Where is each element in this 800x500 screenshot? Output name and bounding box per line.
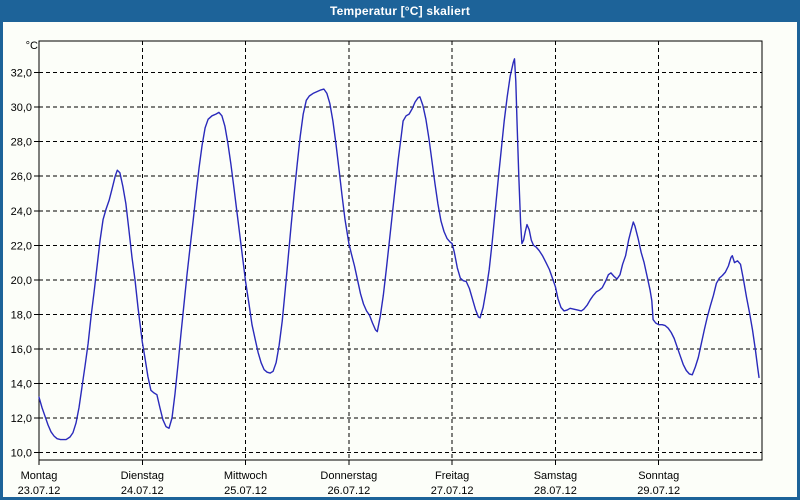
y-tick-label: 26,0	[11, 171, 32, 183]
x-date-label: 29.07.12	[637, 485, 680, 497]
x-day-label: Donnerstag	[320, 470, 377, 482]
y-tick-label: 10,0	[11, 448, 32, 460]
x-day-label: Dienstag	[121, 470, 164, 482]
x-day-label: Sonntag	[638, 470, 679, 482]
y-tick-label: 30,0	[11, 102, 32, 114]
x-date-label: 26.07.12	[327, 485, 370, 497]
x-day-label: Freitag	[435, 470, 469, 482]
x-date-label: 23.07.12	[18, 485, 61, 497]
y-tick-label: 16,0	[11, 344, 32, 356]
window-title: Temperatur [°C] skaliert	[0, 0, 800, 22]
y-tick-label: 32,0	[11, 68, 32, 80]
temperature-curve	[38, 58, 760, 441]
plot-frame	[38, 40, 763, 461]
y-tick-label: 28,0	[11, 137, 32, 149]
y-tick-label: 14,0	[11, 378, 32, 390]
y-axis-unit-label: °C	[25, 40, 38, 52]
y-tick-label: 20,0	[11, 275, 32, 287]
x-date-label: 25.07.12	[224, 485, 267, 497]
y-tick-label: 22,0	[11, 240, 32, 252]
y-tick-label: 12,0	[11, 413, 32, 425]
x-date-label: 24.07.12	[121, 485, 164, 497]
x-day-label: Mittwoch	[224, 470, 267, 482]
x-day-label: Montag	[21, 470, 58, 482]
x-date-label: 27.07.12	[431, 485, 474, 497]
y-tick-label: 24,0	[11, 206, 32, 218]
x-date-label: 28.07.12	[534, 485, 577, 497]
x-day-label: Samstag	[534, 470, 577, 482]
y-tick-label: 18,0	[11, 309, 32, 321]
